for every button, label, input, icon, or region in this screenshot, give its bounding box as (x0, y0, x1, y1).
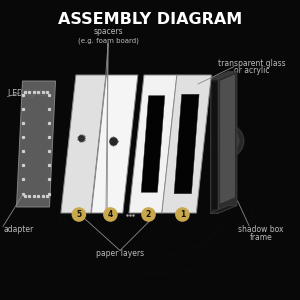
Polygon shape (141, 96, 165, 192)
Text: adapter: adapter (3, 225, 33, 234)
Polygon shape (210, 79, 218, 213)
Polygon shape (210, 206, 237, 213)
Polygon shape (61, 75, 106, 213)
Text: 5: 5 (76, 210, 82, 219)
Polygon shape (162, 75, 211, 213)
Text: 2: 2 (146, 210, 151, 219)
Circle shape (176, 208, 189, 221)
Polygon shape (212, 82, 217, 209)
Text: 4: 4 (108, 210, 113, 219)
Text: transparent glass: transparent glass (218, 58, 286, 68)
Polygon shape (174, 94, 199, 194)
Text: LED lights: LED lights (8, 89, 46, 98)
Polygon shape (16, 81, 56, 207)
Polygon shape (210, 71, 237, 79)
Polygon shape (129, 75, 177, 213)
Text: or acrylic: or acrylic (234, 66, 270, 75)
Circle shape (104, 208, 117, 221)
Polygon shape (91, 75, 138, 213)
Text: 1: 1 (180, 210, 185, 219)
Text: (e.g. foam board): (e.g. foam board) (78, 37, 138, 44)
Circle shape (216, 130, 239, 152)
Polygon shape (218, 71, 237, 213)
Text: frame: frame (250, 232, 272, 242)
Circle shape (142, 208, 155, 221)
Circle shape (211, 124, 244, 158)
Text: shadow box: shadow box (238, 225, 284, 234)
Polygon shape (174, 94, 200, 194)
Text: ASSEMBLY DIAGRAM: ASSEMBLY DIAGRAM (58, 12, 242, 27)
Polygon shape (220, 75, 235, 203)
Circle shape (72, 208, 86, 221)
Text: paper layers: paper layers (96, 249, 144, 258)
Text: spacers: spacers (93, 27, 123, 36)
